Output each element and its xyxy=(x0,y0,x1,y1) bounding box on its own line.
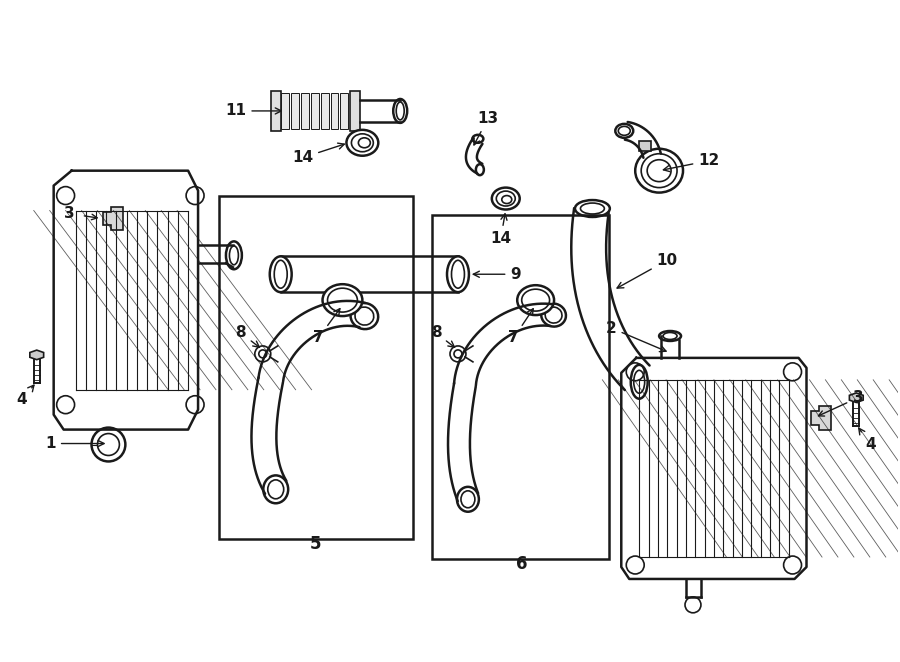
Text: 5: 5 xyxy=(310,535,321,553)
Polygon shape xyxy=(850,393,863,402)
Ellipse shape xyxy=(631,365,648,399)
Text: 7: 7 xyxy=(313,308,340,346)
Ellipse shape xyxy=(635,149,683,193)
Ellipse shape xyxy=(346,130,378,156)
Text: 4: 4 xyxy=(16,385,34,407)
Text: 2: 2 xyxy=(606,320,666,352)
Text: 10: 10 xyxy=(617,253,678,288)
Ellipse shape xyxy=(476,164,484,175)
Text: 8: 8 xyxy=(236,326,259,348)
Text: 9: 9 xyxy=(473,267,521,282)
Text: 13: 13 xyxy=(474,111,499,145)
Text: 14: 14 xyxy=(491,214,511,246)
Ellipse shape xyxy=(541,304,566,326)
Bar xyxy=(281,256,458,292)
Ellipse shape xyxy=(491,187,519,209)
Bar xyxy=(219,195,413,539)
Ellipse shape xyxy=(226,242,242,269)
Ellipse shape xyxy=(659,331,681,341)
Text: 6: 6 xyxy=(516,555,527,573)
Circle shape xyxy=(450,346,466,362)
Ellipse shape xyxy=(350,303,378,329)
Text: 7: 7 xyxy=(508,308,533,346)
Ellipse shape xyxy=(264,475,288,503)
Ellipse shape xyxy=(472,135,483,143)
Ellipse shape xyxy=(270,256,292,292)
Bar xyxy=(330,93,338,129)
Bar xyxy=(271,91,281,131)
Bar xyxy=(639,141,652,151)
Text: 1: 1 xyxy=(45,436,104,451)
Text: 3: 3 xyxy=(64,206,75,221)
Circle shape xyxy=(92,428,125,461)
Bar xyxy=(281,93,289,129)
Bar xyxy=(340,93,348,129)
Circle shape xyxy=(255,346,271,362)
Bar xyxy=(350,91,360,131)
Ellipse shape xyxy=(457,487,479,512)
Text: 4: 4 xyxy=(859,428,876,452)
Ellipse shape xyxy=(518,285,554,315)
Text: 8: 8 xyxy=(431,326,454,348)
Polygon shape xyxy=(30,350,43,359)
Ellipse shape xyxy=(393,99,407,123)
Text: 12: 12 xyxy=(663,153,719,171)
Text: 3: 3 xyxy=(853,390,864,405)
Ellipse shape xyxy=(322,284,363,316)
Text: 14: 14 xyxy=(292,143,345,166)
Polygon shape xyxy=(812,406,832,430)
Ellipse shape xyxy=(575,200,610,217)
Bar xyxy=(301,93,309,129)
Bar xyxy=(432,216,609,559)
Ellipse shape xyxy=(447,256,469,292)
Text: 11: 11 xyxy=(225,103,282,118)
Bar xyxy=(320,93,328,129)
Bar xyxy=(291,93,299,129)
Ellipse shape xyxy=(616,124,634,138)
Bar xyxy=(310,93,319,129)
Polygon shape xyxy=(104,207,123,230)
